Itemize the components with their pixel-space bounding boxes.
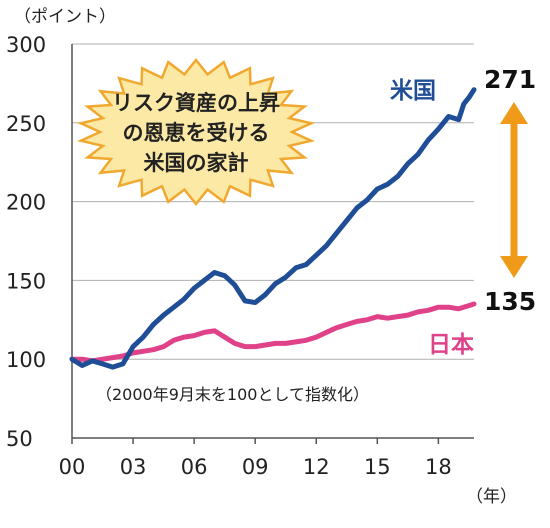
y-tick-label: 200 (6, 191, 46, 215)
x-tick-label: 06 (181, 455, 208, 479)
y-tick-label: 250 (6, 112, 46, 136)
series-label-japan: 日本 (428, 332, 474, 358)
series-label-us: 米国 (390, 78, 436, 104)
y-axis-unit: （ポイント） (14, 7, 116, 27)
y-tick-labels: 300 250 200 150 100 50 (6, 33, 46, 451)
end-value-japan: 135 (484, 287, 536, 316)
x-axis-unit: （年） (466, 487, 517, 507)
x-tick-label: 00 (59, 455, 86, 479)
series-line-us (69, 87, 477, 370)
x-tick-label: 12 (303, 455, 330, 479)
y-tick-label: 50 (6, 427, 33, 451)
annotation-line-2: の恩恵を受ける (123, 121, 270, 145)
x-tick-label: 09 (242, 455, 269, 479)
y-tick-label: 300 (6, 33, 46, 57)
double-arrow-icon (500, 102, 528, 278)
x-tick-label: 18 (425, 455, 452, 479)
index-note: （2000年9月末を100として指数化） (96, 385, 369, 404)
x-tick-label: 03 (120, 455, 147, 479)
starburst-badge (76, 58, 316, 206)
x-tick-labels: 00 03 06 09 12 15 18 (59, 438, 452, 479)
series-line-japan (69, 301, 477, 364)
annotation-line-3: 米国の家計 (144, 151, 249, 175)
y-tick-label: 100 (6, 348, 46, 372)
y-tick-label: 150 (6, 269, 46, 293)
annotation-line-1: リスク資産の上昇 (112, 91, 280, 115)
end-value-us: 271 (484, 65, 536, 94)
x-tick-label: 15 (364, 455, 391, 479)
